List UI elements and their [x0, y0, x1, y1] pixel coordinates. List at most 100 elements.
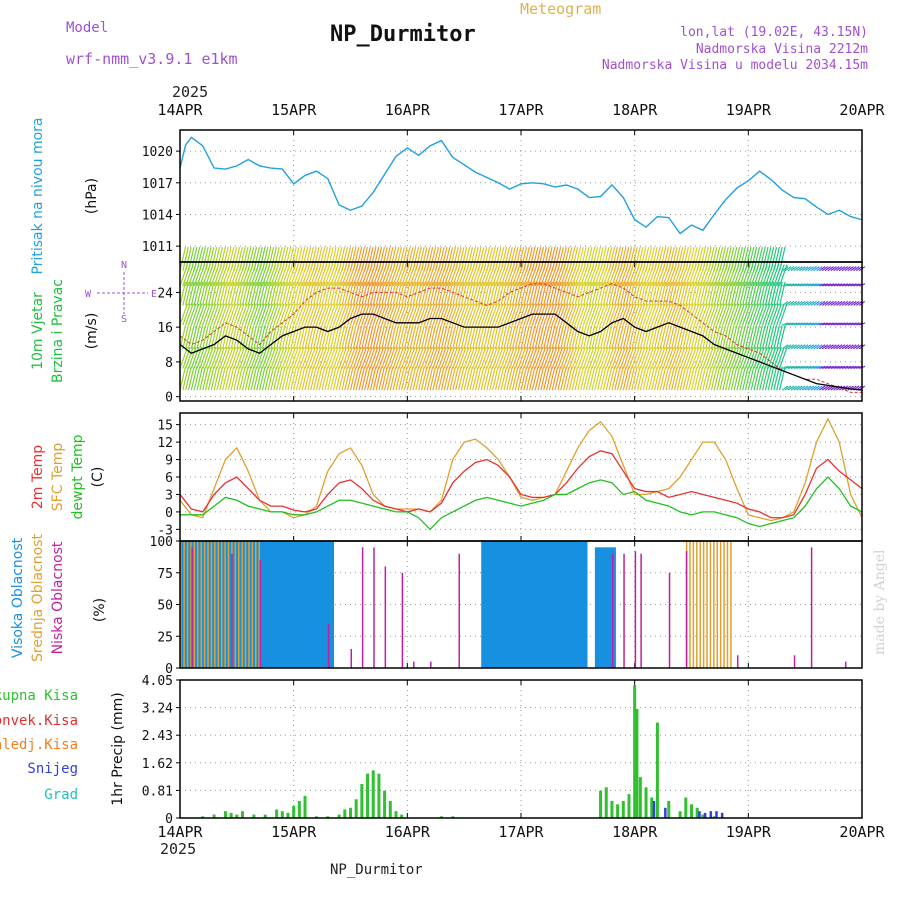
- wind-barb: [568, 366, 576, 391]
- cloud-high-bar: [268, 541, 273, 668]
- wind-barb: [594, 366, 601, 391]
- wind-barb: [369, 346, 379, 369]
- wind-barb: [608, 246, 616, 271]
- wind-barb: [182, 366, 189, 391]
- wind-barb: [651, 325, 658, 350]
- cloud-high-bar: [299, 541, 304, 668]
- wind-barb: [614, 325, 621, 350]
- wind-barb: [696, 246, 704, 271]
- wind-barb: [497, 325, 505, 350]
- wind-barb: [230, 281, 238, 306]
- wind-barb: [665, 246, 673, 271]
- cloud-high-bar: [576, 541, 581, 668]
- wind-barb: [375, 303, 385, 326]
- wind-barb: [713, 281, 721, 306]
- wind-barb: [713, 246, 721, 271]
- cloud-high-bar: [227, 541, 232, 668]
- wind-barb: [435, 346, 444, 369]
- wind-barb: [690, 281, 698, 306]
- wind-barb: [398, 246, 405, 271]
- cloud-low-bar: [361, 547, 364, 668]
- wind-barb: [719, 346, 728, 369]
- wind-barb: [554, 281, 562, 306]
- wind-barb: [517, 325, 525, 350]
- wind-barb: [202, 246, 209, 271]
- wind-barb: [548, 246, 556, 271]
- wind-barb: [406, 366, 414, 391]
- wind-barb: [494, 325, 502, 350]
- wind-barb: [554, 366, 562, 391]
- cloud-high-bar: [525, 541, 530, 668]
- wind-barb: [722, 246, 729, 271]
- wind-barb: [469, 366, 476, 391]
- wind-barb: [344, 366, 351, 391]
- wind-barb: [824, 300, 832, 306]
- wind-barb: [503, 246, 511, 271]
- wind-barb: [827, 365, 835, 369]
- wind-barb: [301, 246, 309, 271]
- wind-barb: [185, 346, 194, 369]
- wind-barb: [764, 246, 772, 271]
- wind-barb: [611, 325, 619, 350]
- wind-barb: [665, 346, 674, 369]
- wind-barb: [719, 366, 726, 391]
- wind-barb: [415, 303, 424, 326]
- wind-barb: [761, 366, 769, 391]
- wind-barb: [253, 246, 260, 271]
- wind-barb: [585, 366, 593, 391]
- wind-barb: [369, 281, 377, 306]
- cloud-low-bar: [327, 623, 330, 668]
- cloud-high-bar: [180, 541, 184, 668]
- wind-barb: [517, 303, 527, 326]
- wind-barb: [782, 322, 789, 326]
- cloud-high-bar: [200, 541, 205, 668]
- wind-barb: [261, 281, 269, 306]
- x-tick-label-top: 18APR: [612, 101, 658, 119]
- cloud-high-bar: [295, 541, 300, 668]
- wind-barb: [187, 303, 197, 326]
- wind-barb: [401, 303, 410, 326]
- wind-barb: [327, 346, 336, 369]
- wind-barb: [838, 266, 846, 272]
- wind-barb: [784, 344, 792, 350]
- wind-barb: [446, 325, 454, 350]
- wind-barb: [787, 344, 795, 350]
- wind-barb: [236, 366, 243, 391]
- cloud-mid-bar: [203, 541, 206, 668]
- wind-barb: [773, 325, 780, 350]
- wind-barb: [381, 346, 390, 369]
- wind-barb: [597, 346, 606, 369]
- wind-barb: [355, 281, 363, 306]
- wind-barb: [836, 322, 843, 326]
- wind-barb: [733, 246, 741, 271]
- wind-barb: [278, 246, 286, 271]
- wind-barb: [352, 325, 360, 350]
- precip-total-bar: [297, 800, 301, 818]
- cloud-low-bar: [401, 572, 404, 668]
- temp-unit-label: (C): [90, 467, 106, 488]
- wind-barb: [841, 322, 849, 326]
- wind-barb: [463, 366, 471, 391]
- wind-barb: [548, 325, 556, 350]
- wind-barb: [497, 366, 505, 391]
- wind-barb: [534, 281, 542, 306]
- wind-barb: [833, 283, 840, 287]
- wind-barb: [293, 366, 300, 391]
- wind-barb: [213, 325, 221, 350]
- wind-barb: [668, 246, 675, 271]
- wind-barb: [796, 365, 803, 369]
- wind-barb: [605, 346, 615, 369]
- wind-barb: [671, 325, 678, 350]
- wind-barb: [582, 303, 592, 326]
- wind-barb: [233, 246, 241, 271]
- wind-barb: [202, 366, 209, 391]
- wind-barb: [682, 246, 690, 271]
- wind-barb: [565, 246, 573, 271]
- wind-barb: [287, 346, 297, 369]
- wind-barb: [270, 246, 278, 271]
- wind-barb: [241, 246, 249, 271]
- wind-barb: [850, 365, 857, 369]
- wind-barb: [625, 346, 635, 369]
- wind-barb: [247, 246, 255, 271]
- wind-barb: [727, 346, 737, 369]
